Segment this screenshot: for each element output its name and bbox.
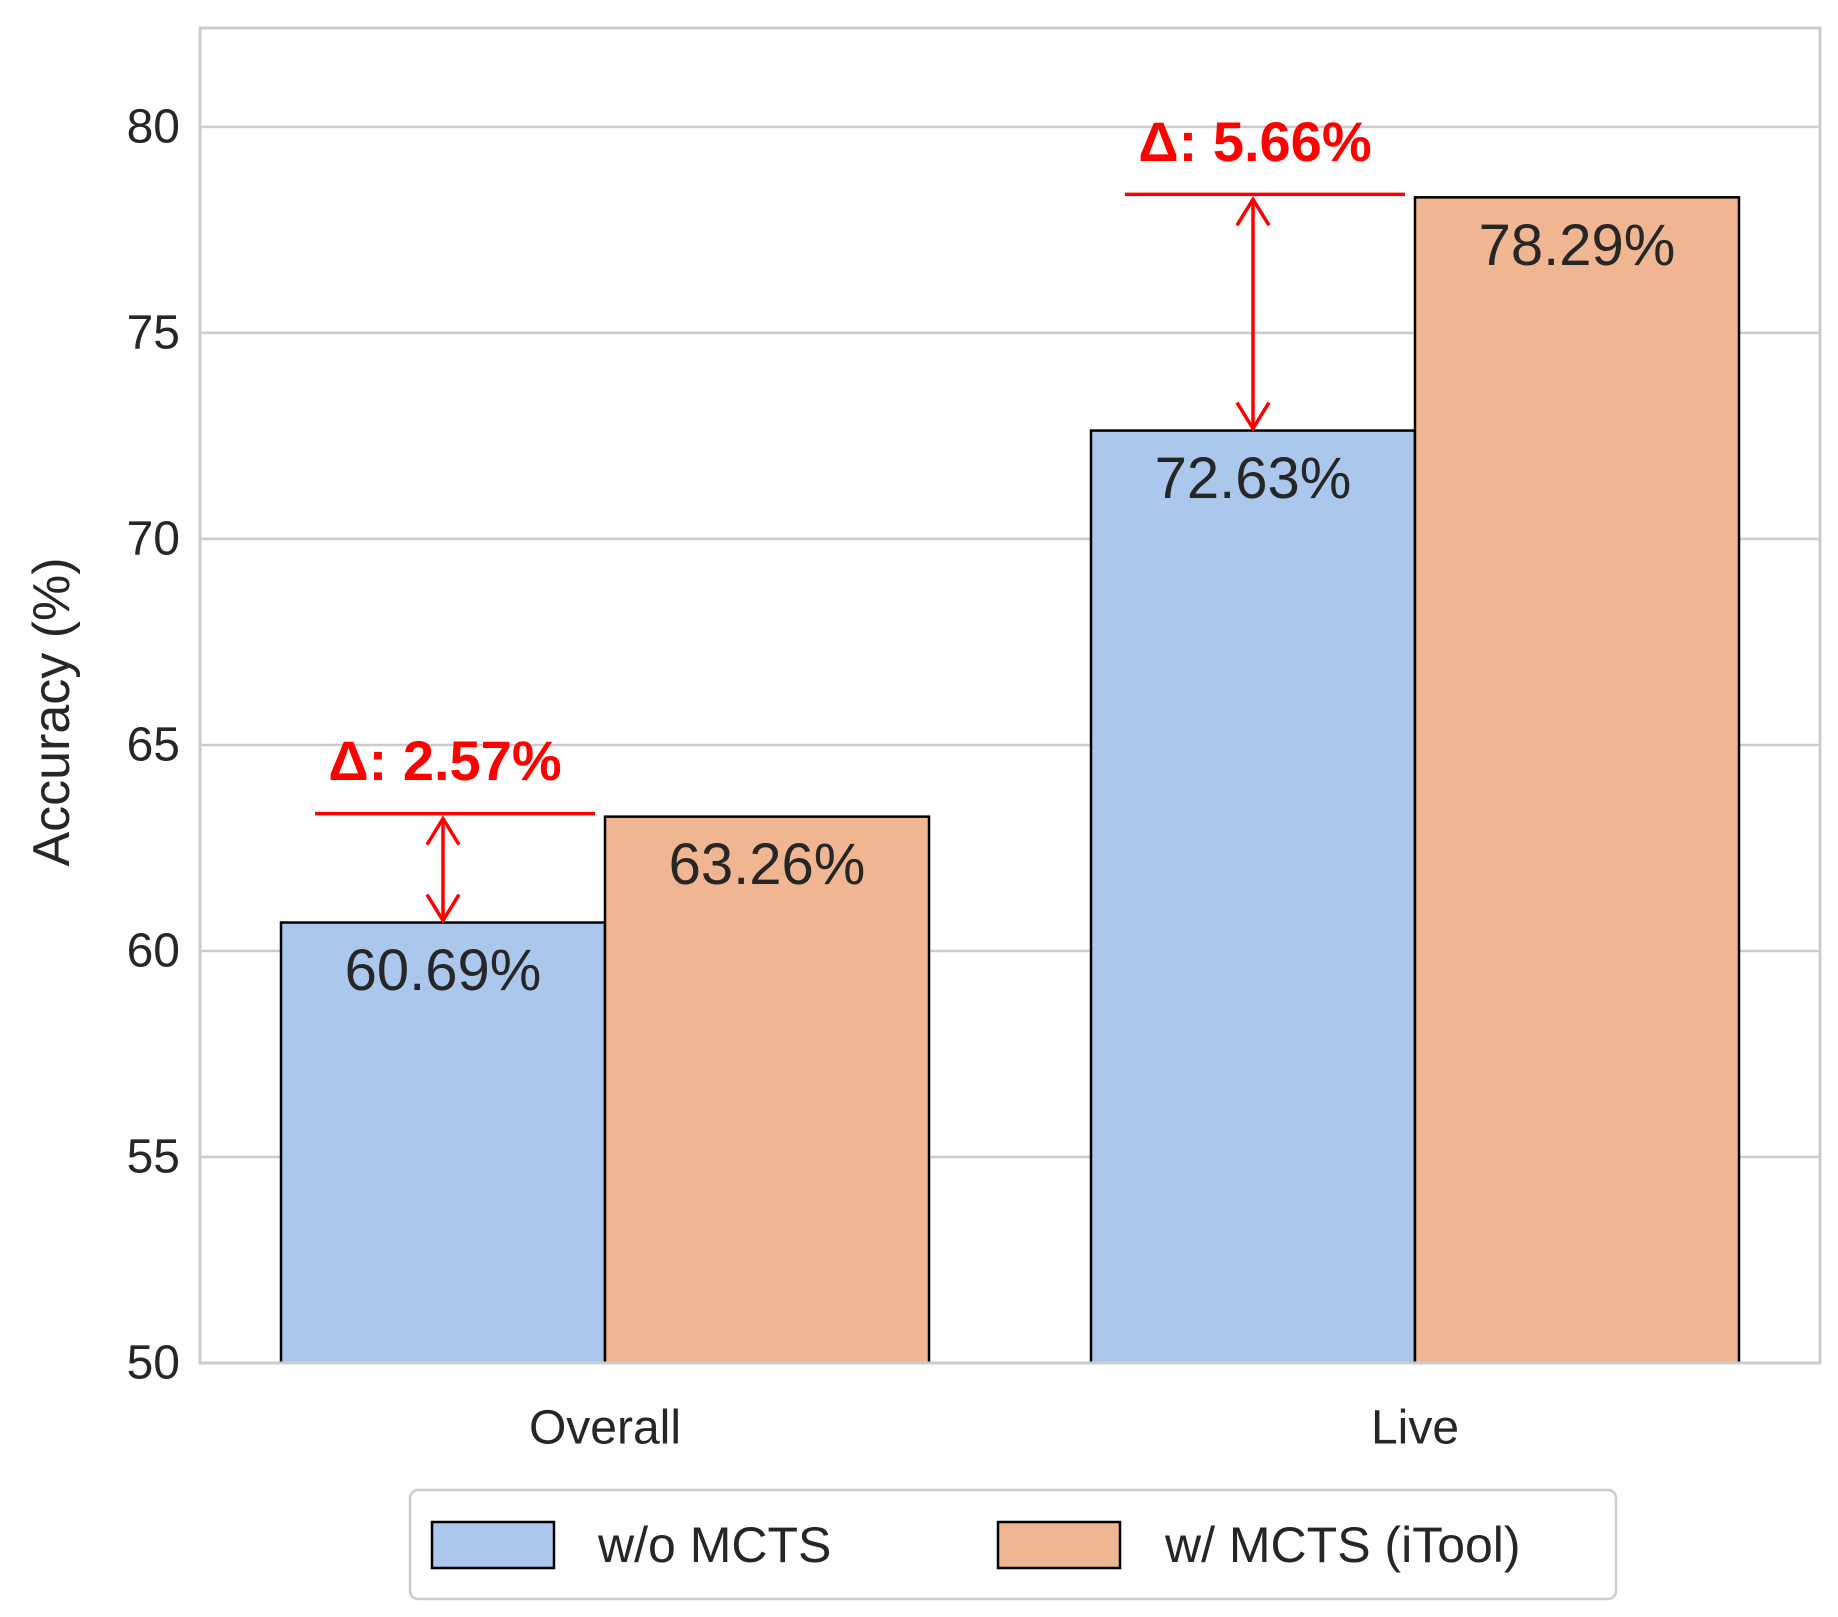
legend-label-1: w/ MCTS (iTool) <box>1164 1517 1521 1573</box>
delta-arrowhead-up-overall <box>425 815 461 846</box>
delta-annotations: Δ: 2.57% Δ: 5.66% <box>315 110 1405 924</box>
bar-label-overall-series-0: 60.69% <box>345 938 542 1003</box>
x-tick-overall: Overall <box>529 1402 681 1455</box>
legend: w/o MCTS w/ MCTS (iTool) <box>408 1488 1618 1601</box>
y-tick-labels: 50 55 60 65 70 75 80 <box>127 100 180 1389</box>
y-tick-70: 70 <box>127 512 180 565</box>
y-tick-50: 50 <box>127 1337 180 1390</box>
bar-overall-series-1 <box>603 815 931 1365</box>
x-tick-labels: Overall Live <box>529 1402 1459 1455</box>
bars <box>279 196 1741 1365</box>
y-tick-55: 55 <box>127 1130 180 1183</box>
y-tick-60: 60 <box>127 924 180 977</box>
y-tick-65: 65 <box>127 718 180 771</box>
bar-label-live-series-0: 72.63% <box>1155 446 1352 511</box>
bar-label-overall-series-1: 63.26% <box>669 832 866 897</box>
x-tick-live: Live <box>1371 1402 1459 1455</box>
delta-label-live: Δ: 5.66% <box>1138 110 1371 173</box>
y-tick-80: 80 <box>127 100 180 153</box>
delta-label-overall: Δ: 2.57% <box>328 729 561 792</box>
bar-live-series-0 <box>1089 429 1417 1365</box>
legend-label-0: w/o MCTS <box>597 1517 831 1573</box>
legend-swatch-1 <box>996 1520 1122 1570</box>
plot-frame <box>198 26 1822 1365</box>
delta-arrowhead-down-overall <box>425 893 461 924</box>
delta-arrowhead-down-live <box>1235 401 1271 432</box>
legend-swatch-0 <box>430 1520 556 1570</box>
y-axis-label: Accuracy (%) <box>23 557 81 866</box>
bar-label-live-series-1: 78.29% <box>1479 213 1676 278</box>
y-tick-75: 75 <box>127 306 180 359</box>
delta-arrowhead-up-live <box>1235 196 1271 227</box>
bar-value-labels: 60.69% 72.63% 63.26% 78.29% <box>345 213 1676 1003</box>
bar-live-series-1 <box>1413 196 1741 1365</box>
